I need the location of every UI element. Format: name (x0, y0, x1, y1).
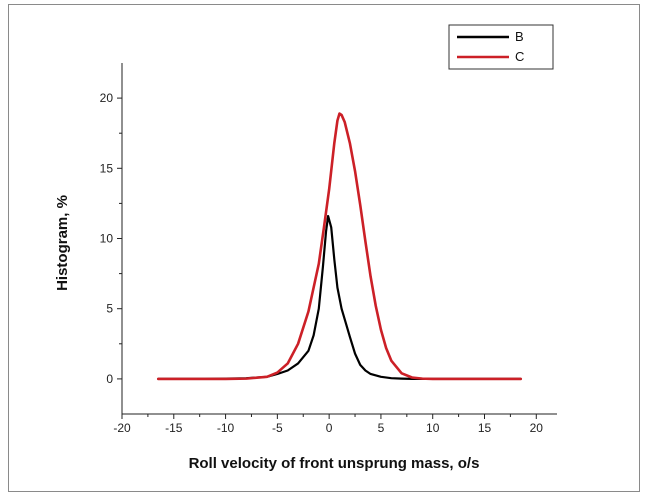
histogram-chart: -20 -15 -10 -5 0 5 10 15 20 0 5 10 15 20 B C Roll vel… (54, 24, 557, 472)
x-tick-label: 15 (478, 421, 492, 435)
y-tick-label: 15 (100, 161, 114, 175)
axes: -20 -15 -10 -5 0 5 10 15 20 0 5 10 15 20 (100, 63, 557, 435)
x-tick-label: 0 (326, 421, 333, 435)
y-tick-label: 0 (106, 372, 113, 386)
y-tick-label: 10 (100, 232, 114, 246)
y-tick-label: 20 (100, 91, 114, 105)
series-line-c (156, 112, 523, 381)
x-tick-label: 20 (530, 421, 544, 435)
y-tick-label: 5 (106, 302, 113, 316)
x-tick-label: 10 (426, 421, 440, 435)
figure-frame: -20 -15 -10 -5 0 5 10 15 20 0 5 10 15 20 B C Roll vel… (8, 4, 640, 492)
legend: B C (448, 24, 554, 70)
legend-label-c: C (515, 49, 524, 64)
legend-box (448, 24, 554, 70)
x-tick-label: -20 (113, 421, 131, 435)
x-tick-label: 5 (378, 421, 385, 435)
x-tick-label: -5 (272, 421, 283, 435)
series-line-b (157, 214, 522, 380)
x-tick-label: -15 (165, 421, 183, 435)
series-layer (156, 112, 523, 381)
x-axis-title: Roll velocity of front unsprung mass, o/… (189, 455, 480, 472)
y-axis-title: Histogram, % (54, 195, 71, 291)
legend-label-b: B (515, 29, 524, 44)
x-tick-label: -10 (217, 421, 235, 435)
